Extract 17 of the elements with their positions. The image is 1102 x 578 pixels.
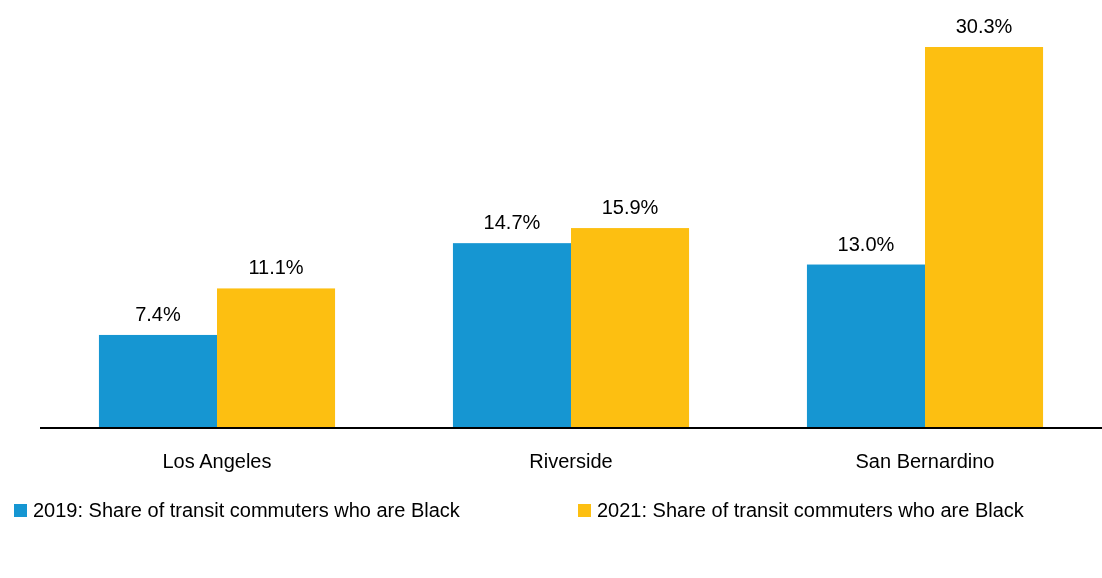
data-label: 14.7% [483,211,541,234]
bar [217,288,336,428]
bar [452,243,571,428]
legend-label: 2021: Share of transit commuters who are Black [597,499,1025,521]
data-label: 13.0% [837,232,895,255]
data-label: 11.1% [248,256,304,279]
bar [571,228,690,428]
data-label: 15.9% [601,196,659,219]
bar [98,334,217,428]
data-label: 7.4% [135,302,181,325]
x-tick-label: San Bernardino [855,450,995,472]
x-tick-label: Los Angeles [162,450,272,472]
bar [925,47,1044,428]
x-tick-label: Riverside [529,450,613,472]
data-label: 30.3% [955,15,1013,37]
legend-label: 2019: Share of transit commuters who are Black [33,499,461,521]
bar [806,264,925,428]
